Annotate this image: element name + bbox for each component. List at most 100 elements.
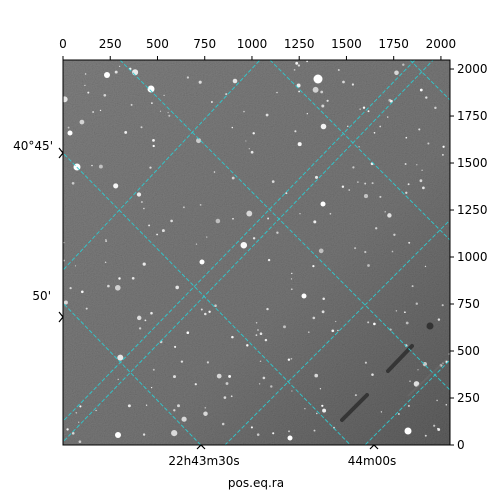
star: [316, 412, 318, 415]
star: [425, 96, 428, 99]
star: [321, 404, 324, 407]
star: [363, 194, 369, 199]
star: [79, 119, 85, 125]
x-tick-label: 0: [59, 37, 67, 51]
star: [84, 84, 86, 87]
star: [228, 374, 232, 378]
star: [163, 94, 165, 97]
star: [267, 217, 270, 220]
star: [140, 126, 143, 129]
star: [136, 315, 142, 321]
star: [173, 375, 176, 379]
star: [231, 176, 235, 180]
star: [367, 321, 370, 324]
star: [313, 429, 316, 432]
star: [371, 373, 374, 376]
ra-tick-label-0-text: 22h43m30s: [168, 454, 239, 468]
ra-tick-label-1: 44m00s: [348, 454, 396, 468]
x-tick-label: 500: [146, 37, 169, 51]
star: [79, 405, 82, 408]
star: [180, 360, 184, 363]
star: [436, 399, 438, 402]
star: [419, 179, 423, 183]
dec-tick-label-1: 50': [32, 289, 51, 303]
star: [276, 231, 279, 234]
star: [103, 93, 107, 97]
star: [359, 108, 361, 110]
star: [417, 369, 419, 371]
bright-star: [404, 427, 412, 435]
star: [391, 250, 394, 253]
star: [250, 426, 253, 429]
star: [321, 104, 325, 108]
bright-star: [301, 293, 307, 299]
star: [290, 288, 293, 291]
star: [75, 411, 78, 414]
y-tick-label: 2000: [457, 62, 488, 76]
star: [118, 65, 121, 67]
star: [422, 186, 425, 190]
star: [298, 90, 300, 93]
star: [144, 319, 147, 322]
star: [143, 207, 145, 210]
star: [130, 103, 133, 106]
star: [393, 233, 396, 236]
star: [245, 140, 247, 142]
y-tick-label: 500: [457, 344, 480, 358]
star: [433, 424, 436, 427]
star: [243, 110, 245, 113]
x-tick-label: 1250: [284, 37, 315, 51]
star: [297, 142, 302, 147]
star: [208, 310, 211, 313]
bright-star: [104, 72, 110, 78]
y-tick-label: 1250: [457, 203, 488, 217]
star: [104, 261, 107, 263]
star: [214, 304, 217, 307]
star: [422, 362, 427, 367]
star: [419, 88, 423, 92]
star: [367, 264, 370, 267]
star: [264, 338, 268, 342]
star: [267, 258, 271, 262]
star: [404, 163, 407, 165]
star: [373, 132, 376, 134]
star: [395, 310, 398, 312]
grid-line: [63, 152, 352, 445]
star: [148, 224, 151, 227]
star: [306, 113, 308, 115]
star: [63, 259, 66, 262]
star: [271, 180, 275, 183]
star: [225, 93, 228, 96]
star: [167, 111, 169, 114]
star: [421, 169, 423, 171]
star: [404, 311, 406, 314]
star: [117, 378, 119, 380]
star: [194, 383, 197, 386]
star: [99, 109, 102, 112]
star: [63, 96, 68, 103]
star: [186, 76, 190, 79]
star: [213, 171, 216, 173]
star: [246, 210, 253, 217]
bright-star: [67, 130, 73, 136]
star: [206, 236, 208, 238]
star: [321, 310, 325, 314]
star: [84, 73, 87, 75]
star: [152, 139, 155, 142]
star: [405, 321, 409, 325]
star: [441, 304, 444, 307]
star: [314, 373, 319, 378]
star: [232, 78, 238, 84]
star: [98, 164, 103, 169]
star: [171, 429, 178, 437]
star: [95, 409, 97, 412]
star: [357, 181, 359, 183]
star: [252, 132, 255, 135]
star: [320, 123, 327, 130]
dec-axis-ticks: 40°45' 50': [13, 139, 64, 323]
star: [415, 302, 418, 305]
star: [319, 388, 322, 390]
star: [231, 126, 234, 129]
star: [285, 192, 288, 195]
